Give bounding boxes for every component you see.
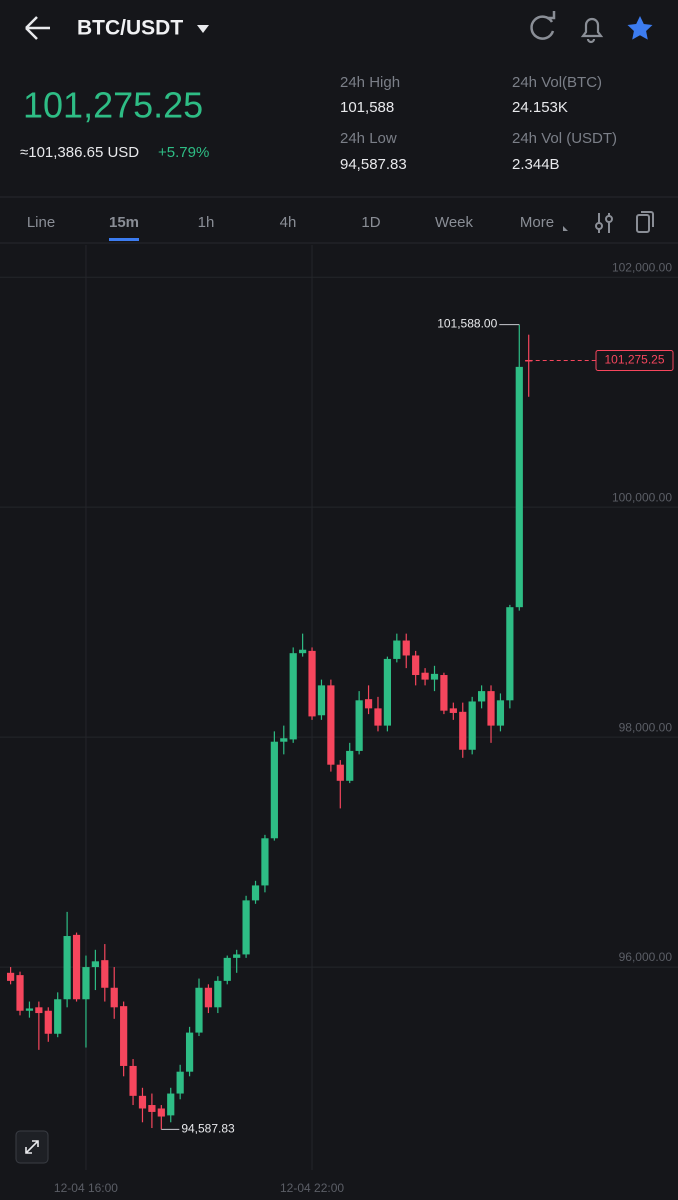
candle-body	[468, 701, 476, 750]
candle-body	[138, 1095, 147, 1109]
stat-label: 24h Low	[340, 130, 397, 147]
candle-body	[515, 366, 523, 608]
candle-body	[233, 954, 241, 958]
stat-value: 24.153K	[512, 99, 568, 116]
last-price: 101,275.25	[23, 85, 203, 126]
candle-body	[402, 640, 410, 656]
candle-body	[430, 673, 439, 680]
candle-body	[280, 738, 288, 742]
candle-body	[54, 999, 62, 1034]
indicator-settings[interactable]	[595, 213, 613, 233]
candle-body	[82, 967, 90, 1000]
candle-body	[195, 987, 203, 1033]
interval-tab[interactable]: More	[520, 214, 554, 231]
candle-body	[176, 1071, 184, 1094]
x-tick-label: 12-04 16:00	[54, 1181, 118, 1195]
candle-body	[101, 960, 109, 988]
candle-body	[487, 691, 495, 726]
interval-tab[interactable]: Week	[435, 214, 474, 231]
stat-value: 94,587.83	[340, 156, 407, 173]
interval-tab[interactable]: 1D	[361, 214, 380, 231]
y-tick-label: 98,000.00	[619, 720, 673, 734]
candle-body	[459, 711, 467, 750]
orientation-toggle[interactable]	[636, 211, 654, 233]
favorite-icon[interactable]	[627, 16, 653, 40]
last-price-box	[595, 350, 674, 372]
pair-title[interactable]: BTC/USDT	[77, 17, 183, 40]
candle-body	[16, 975, 24, 1011]
candle-body	[336, 764, 344, 781]
back-button[interactable]	[25, 16, 50, 40]
candle-body	[120, 1006, 128, 1066]
stat-label: 24h Vol(BTC)	[512, 74, 602, 91]
stat-value: 101,588	[340, 99, 394, 116]
candle-body	[270, 741, 278, 839]
candle-body	[327, 685, 335, 765]
candle-body	[374, 708, 382, 726]
refresh-icon[interactable]	[530, 11, 556, 40]
candle-body	[91, 961, 99, 968]
candle-body	[110, 987, 118, 1008]
candle-body	[449, 708, 457, 713]
candle-body	[355, 700, 363, 751]
candle-body	[214, 980, 222, 1008]
y-tick-label: 96,000.00	[619, 950, 673, 964]
candle-body	[506, 607, 514, 701]
stat-label: 24h Vol (USDT)	[512, 130, 617, 147]
candle-body	[525, 359, 533, 362]
candle-body	[289, 653, 297, 740]
candle-body	[478, 691, 486, 702]
candle-body	[185, 1032, 194, 1072]
candle-body	[299, 649, 307, 654]
candle-body	[317, 685, 326, 716]
interval-tab[interactable]: 4h	[280, 214, 297, 231]
candle-body	[440, 675, 448, 711]
high-label: 101,588.00	[437, 317, 497, 331]
candle-body	[223, 957, 231, 981]
fullscreen-button[interactable]	[15, 1130, 49, 1164]
candle-body	[44, 1010, 52, 1034]
interval-tab[interactable]: Line	[27, 214, 55, 231]
stat-label: 24h High	[340, 74, 400, 91]
usd-price: ≈101,386.65 USD	[20, 144, 139, 161]
candle-body	[242, 900, 250, 955]
candle-body	[72, 934, 81, 1000]
low-label: 94,587.83	[181, 1122, 235, 1136]
change-percent: +5.79%	[158, 144, 209, 161]
y-tick-label: 102,000.00	[612, 260, 672, 274]
y-tick-label: 100,000.00	[612, 490, 672, 504]
active-tab-indicator	[109, 238, 139, 241]
candle-body	[167, 1093, 175, 1116]
more-caret	[563, 226, 568, 231]
alert-icon[interactable]	[580, 17, 604, 44]
candle-body	[383, 658, 391, 726]
candle-body	[25, 1008, 34, 1011]
candle-body	[63, 936, 71, 1000]
candle-body	[7, 972, 15, 981]
candle-body	[412, 655, 420, 676]
candle-body	[421, 672, 429, 680]
candle-body	[364, 699, 373, 709]
candlestick-chart: 96,000.00 98,000.00 100,000.00 102,000.00 12…	[0, 245, 678, 1195]
candle-body	[261, 838, 269, 886]
candle-body	[129, 1065, 137, 1096]
candle-body	[204, 987, 213, 1008]
candle-body	[308, 650, 316, 717]
interval-tab[interactable]: 1h	[198, 214, 215, 231]
candle-body	[148, 1105, 156, 1112]
candle-body	[346, 750, 354, 781]
candle-body	[157, 1108, 165, 1117]
pair-dropdown[interactable]	[197, 25, 209, 33]
x-tick-label: 12-04 22:00	[280, 1181, 344, 1195]
candle-body	[251, 885, 260, 901]
interval-tabs: Line 15m 1h 4h 1D Week More	[27, 214, 554, 231]
candle-body	[496, 700, 505, 726]
interval-tab[interactable]: 15m	[109, 214, 139, 231]
stat-value: 2.344B	[512, 156, 560, 173]
last-price-label: 101,275.25	[604, 353, 664, 367]
candle-body	[393, 640, 401, 659]
candle-body	[35, 1007, 43, 1014]
